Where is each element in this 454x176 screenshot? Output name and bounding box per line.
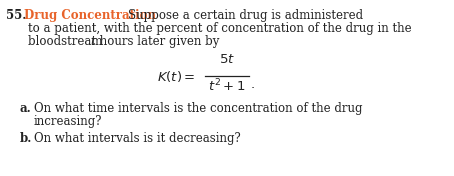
Text: $5t$: $5t$ xyxy=(219,53,235,66)
Text: 55.: 55. xyxy=(6,9,26,22)
Text: Suppose a certain drug is administered: Suppose a certain drug is administered xyxy=(128,9,363,22)
Text: $K(t) =$: $K(t) =$ xyxy=(157,68,195,83)
Text: $t^2 + 1$: $t^2 + 1$ xyxy=(208,78,246,95)
Text: Drug Concentration: Drug Concentration xyxy=(24,9,156,22)
Text: a.: a. xyxy=(20,102,32,115)
Text: to a patient, with the percent of concentration of the drug in the: to a patient, with the percent of concen… xyxy=(28,22,412,35)
Text: On what time intervals is the concentration of the drug: On what time intervals is the concentrat… xyxy=(34,102,362,115)
Text: On what intervals is it decreasing?: On what intervals is it decreasing? xyxy=(34,132,241,145)
Text: increasing?: increasing? xyxy=(34,115,103,128)
Text: b.: b. xyxy=(20,132,32,145)
Text: t: t xyxy=(90,35,95,48)
Text: bloodstream: bloodstream xyxy=(28,35,106,48)
Text: hours later given by: hours later given by xyxy=(96,35,219,48)
Text: .: . xyxy=(251,78,255,91)
